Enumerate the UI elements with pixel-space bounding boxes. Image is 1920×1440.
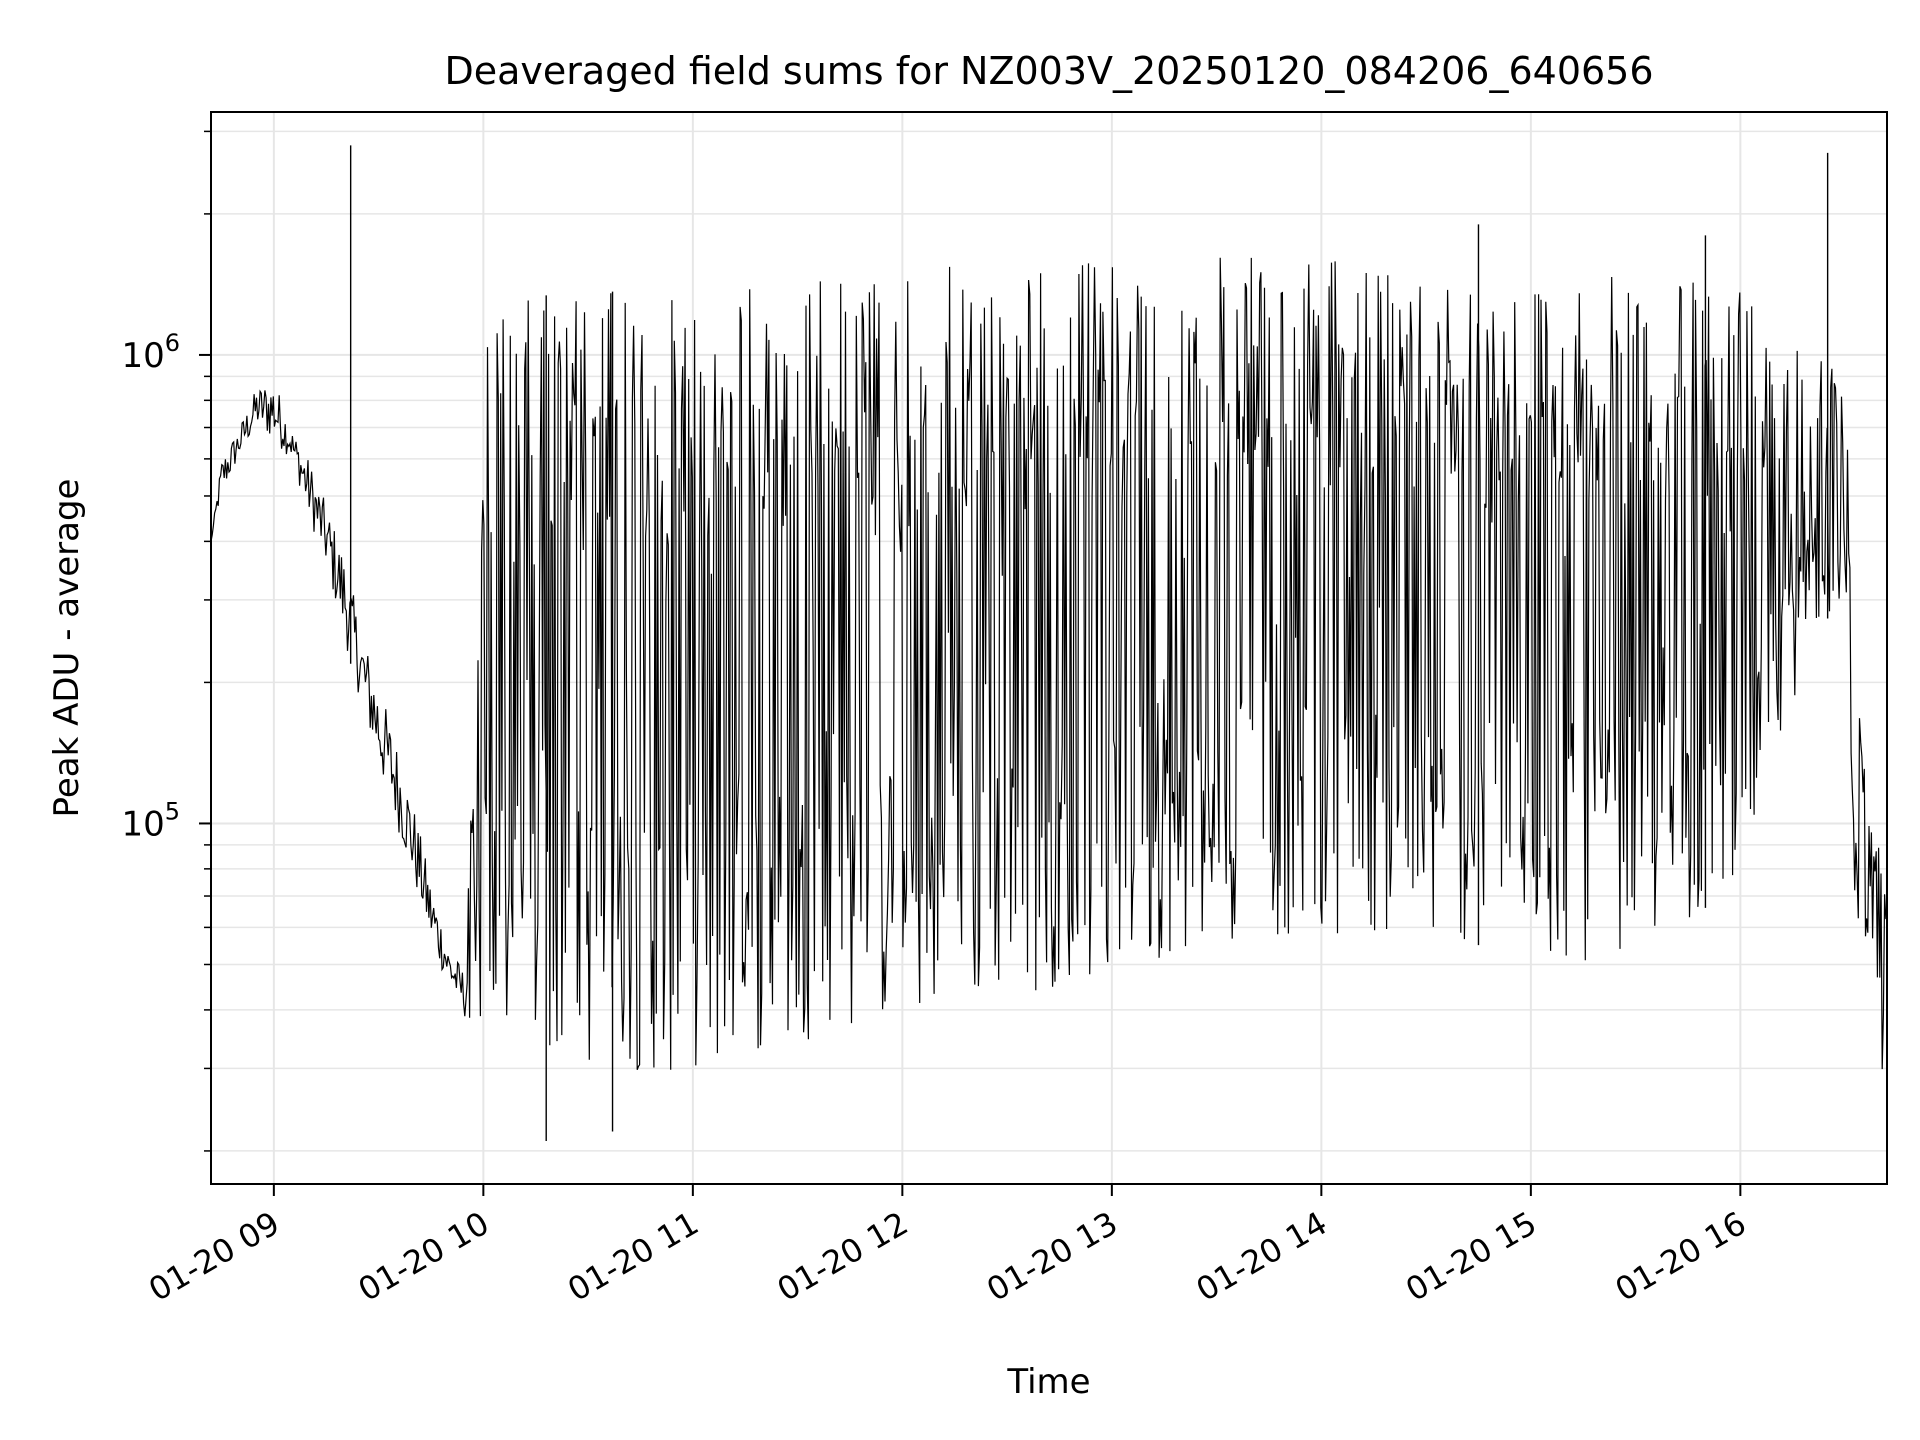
y-tick-label: 106 bbox=[121, 329, 180, 376]
y-tick-label: 105 bbox=[121, 797, 180, 844]
y-axis-label: Peak ADU - average bbox=[47, 479, 87, 818]
data-line-main bbox=[210, 257, 1888, 1071]
chart-title: Deaveraged field sums for NZ003V_2025012… bbox=[444, 49, 1653, 93]
x-axis-label: Time bbox=[1006, 1362, 1090, 1402]
plot-frame bbox=[210, 111, 1888, 1185]
